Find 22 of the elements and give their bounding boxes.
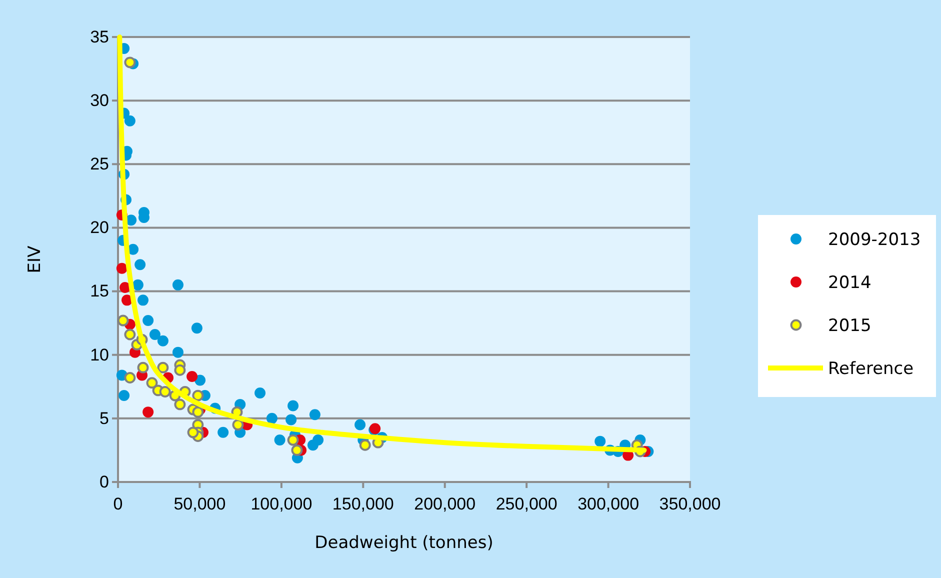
legend-label: Reference bbox=[828, 359, 914, 379]
x-tick-label: 200,000 bbox=[414, 494, 476, 514]
y-tick-label: 10 bbox=[90, 345, 109, 364]
y-tick-label: 35 bbox=[90, 27, 109, 46]
x-tick-label: 0 bbox=[113, 494, 123, 514]
x-tick-label: 250,000 bbox=[496, 494, 558, 514]
legend-label: 2015 bbox=[828, 316, 872, 336]
x-tick-label: 350,000 bbox=[659, 494, 721, 514]
y-tick-label: 25 bbox=[90, 154, 109, 174]
x-tick-label: 100,000 bbox=[250, 494, 312, 514]
x-tick-label: 50,000 bbox=[174, 494, 226, 514]
x-tick-label: 300,000 bbox=[578, 494, 640, 514]
y-tick-label: 5 bbox=[100, 408, 109, 428]
y-tick-label: 30 bbox=[90, 91, 109, 110]
x-axis-title: Deadweight (tonnes) bbox=[314, 533, 494, 553]
legend-label: 2009-2013 bbox=[828, 230, 921, 250]
y-tick-label: 20 bbox=[90, 218, 109, 238]
x-tick-label: 150,000 bbox=[332, 494, 394, 514]
y-axis-title: EIV bbox=[25, 245, 45, 274]
y-tick-label: 0 bbox=[100, 472, 109, 492]
legend-label: 2014 bbox=[828, 273, 872, 293]
y-tick-label: 15 bbox=[90, 282, 109, 301]
